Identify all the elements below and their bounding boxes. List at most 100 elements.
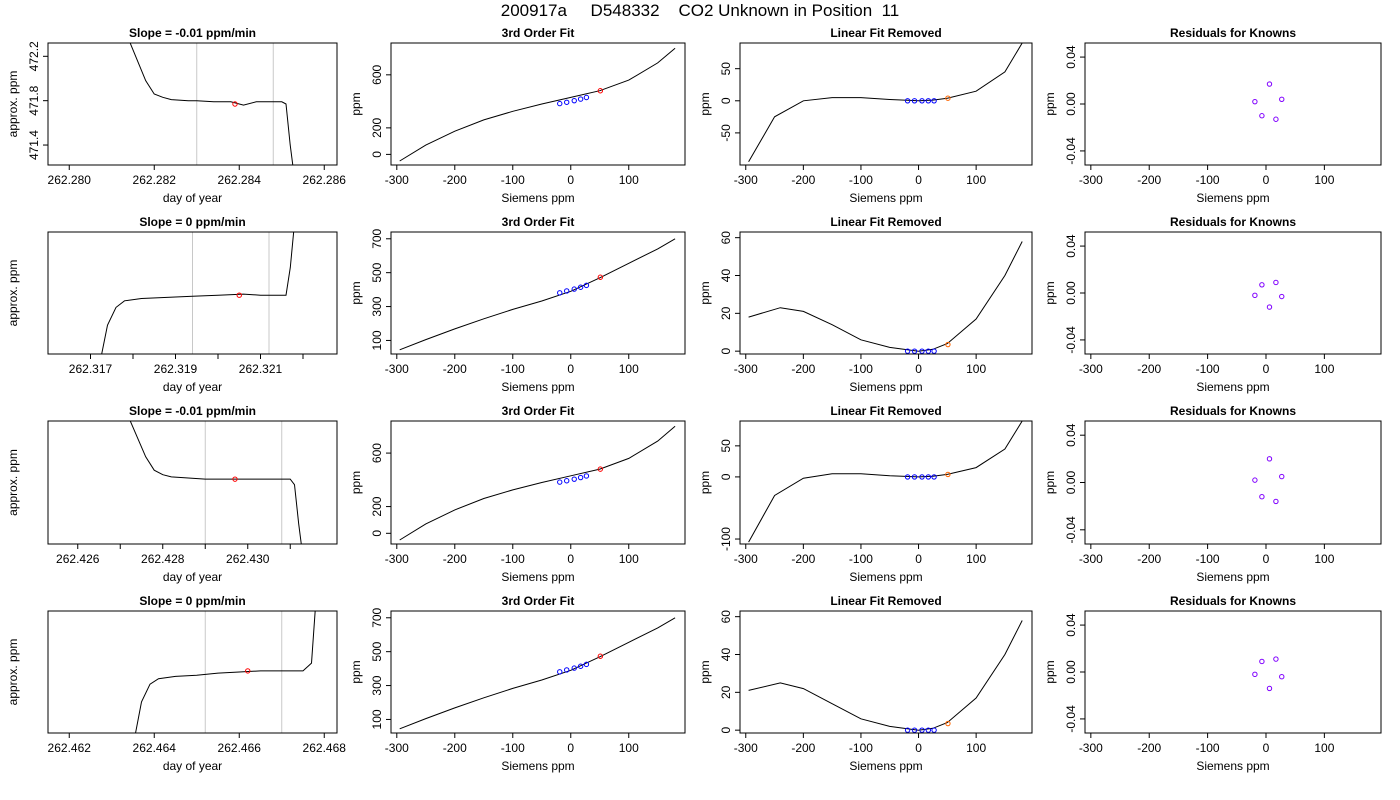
chart-title: 3rd Order Fit [502, 26, 575, 40]
y-tick-label: 471.4 [27, 130, 41, 160]
residual-point [1252, 98, 1258, 105]
residual-point [1252, 477, 1258, 483]
series-line [399, 617, 676, 730]
y-axis-label: ppm [1043, 471, 1057, 494]
x-tick-label: -100 [849, 741, 873, 755]
x-axis-label: Siemens ppm [1196, 570, 1269, 584]
plot-frame [739, 610, 1033, 734]
x-tick-label: 0 [567, 362, 574, 376]
x-tick-label: 100 [1314, 552, 1334, 566]
chart-title: 3rd Order Fit [502, 404, 575, 418]
x-tick-label: 100 [619, 173, 639, 187]
series-line [748, 620, 1023, 731]
plot-frame [390, 231, 686, 355]
y-tick-label: 0.00 [1064, 470, 1078, 494]
known-point [571, 665, 577, 671]
plot-frame [390, 610, 686, 734]
series-line [748, 43, 1023, 163]
chart-panel-r4-c2: 3rd Order Fit -300 -200 -100 0 100 100 300 500 70… [349, 594, 686, 773]
chart-title: Linear Fit Removed [830, 26, 941, 40]
chart-panel-r1-c3: Linear Fit Removed -300 -200 -100 0 100 -50 0 50… [698, 26, 1033, 205]
residual-point [1266, 81, 1273, 87]
x-axis-label: Siemens ppm [501, 380, 574, 394]
chart-title: Slope = 0 ppm/min [139, 594, 245, 608]
x-tick-label: -200 [443, 173, 467, 187]
known-point [557, 669, 563, 675]
unknown-point [597, 274, 604, 280]
known-point [577, 474, 584, 481]
x-tick-label: 262.426 [56, 552, 100, 566]
known-point [583, 94, 590, 101]
x-tick-label: -300 [734, 552, 758, 566]
x-tick-label: 0 [1263, 362, 1270, 376]
mean-point [236, 292, 242, 298]
x-tick-label: 262.282 [133, 173, 177, 187]
x-tick-label: -300 [1079, 552, 1103, 566]
series-line [399, 425, 676, 541]
chart-panel-r3-c2: 3rd Order Fit -300 -200 -100 0 100 0 200 600 Siem… [349, 404, 686, 584]
chart-title: Slope = 0 ppm/min [139, 215, 245, 229]
known-point [919, 727, 925, 733]
x-tick-label: 262.462 [48, 741, 92, 755]
x-tick-label: 0 [567, 552, 574, 566]
chart-panel-r1-c2: 3rd Order Fit -300 -200 -100 0 100 0 200 600 Siem… [349, 26, 686, 205]
y-tick-label: 300 [370, 296, 384, 316]
residual-point [1259, 493, 1265, 500]
y-tick-label: 0 [370, 151, 384, 158]
known-point [583, 661, 590, 668]
y-axis-label: ppm [1043, 281, 1057, 304]
y-tick-label: 700 [370, 228, 384, 248]
y-tick-label: 200 [370, 118, 384, 138]
x-axis-label: Siemens ppm [849, 191, 922, 205]
x-tick-label: -200 [443, 741, 467, 755]
plot-frame [390, 420, 686, 545]
series-line [129, 43, 294, 165]
y-axis-label: ppm [349, 471, 363, 494]
residual-point [1279, 673, 1285, 680]
x-tick-label: -200 [443, 362, 467, 376]
x-tick-label: 100 [619, 741, 639, 755]
known-point [931, 348, 937, 354]
x-tick-label: -300 [1079, 362, 1103, 376]
x-tick-label: 100 [1314, 173, 1334, 187]
plot-frame [390, 42, 686, 166]
plot-frame [1084, 610, 1382, 734]
series-line [101, 232, 295, 354]
plot-frame [1084, 420, 1382, 545]
y-axis-label: ppm [1043, 92, 1057, 115]
known-point [904, 348, 911, 354]
chart-title: Linear Fit Removed [830, 215, 941, 229]
known-point [564, 667, 570, 673]
y-axis-label: approx. ppm [6, 639, 20, 706]
residual-point [1252, 292, 1258, 299]
known-point [564, 99, 570, 105]
y-tick-label: -0.04 [1064, 326, 1078, 354]
x-axis-label: Siemens ppm [501, 759, 574, 773]
residual-point [1279, 473, 1285, 480]
mean-point [232, 476, 238, 482]
residual-point [1259, 282, 1265, 288]
y-tick-label: 40 [719, 269, 733, 283]
y-tick-label: 471.8 [27, 85, 41, 115]
known-point [931, 98, 937, 104]
known-point [904, 474, 911, 480]
y-tick-label: 20 [719, 685, 733, 699]
known-point [577, 284, 584, 290]
x-axis-label: Siemens ppm [501, 570, 574, 584]
residual-point [1279, 293, 1285, 300]
y-tick-label: 60 [719, 610, 733, 624]
x-tick-label: -100 [849, 552, 873, 566]
x-tick-label: -100 [501, 741, 525, 755]
plot-frame [47, 231, 338, 355]
x-tick-label: -100 [501, 552, 525, 566]
y-tick-label: 200 [370, 496, 384, 516]
x-axis-label: Siemens ppm [849, 570, 922, 584]
residual-point [1279, 96, 1285, 103]
y-tick-label: 0 [719, 473, 733, 480]
residual-point [1273, 116, 1279, 122]
chart-title: Slope = -0.01 ppm/min [129, 404, 256, 418]
x-tick-label: -300 [385, 173, 409, 187]
x-tick-label: -100 [501, 362, 525, 376]
x-tick-label: 0 [915, 173, 922, 187]
